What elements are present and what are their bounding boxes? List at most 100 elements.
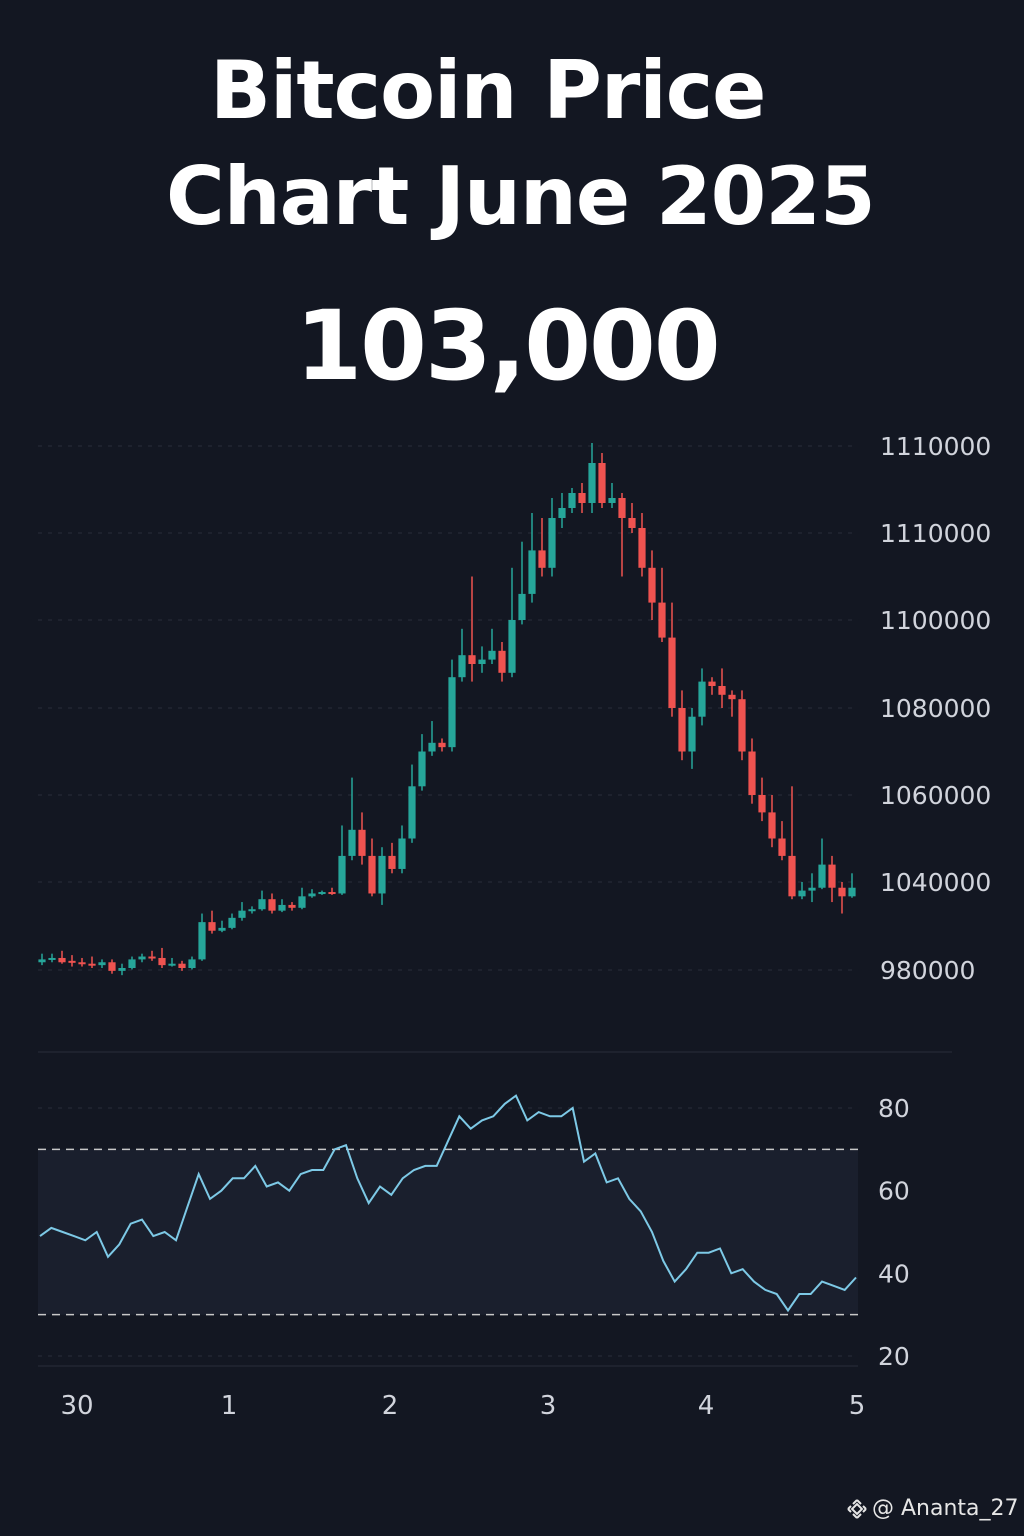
price-tick-label: 980000 xyxy=(880,956,975,985)
candle-body xyxy=(138,956,146,960)
candle xyxy=(108,959,116,974)
candle xyxy=(58,950,66,964)
candle-body xyxy=(628,518,636,528)
candle-body xyxy=(598,463,606,503)
candle-body xyxy=(218,927,226,931)
binance-logo-icon xyxy=(847,1498,867,1519)
price-tick-label: 1060000 xyxy=(880,781,991,810)
candle xyxy=(628,503,636,533)
candle-body xyxy=(768,812,776,839)
candle-body xyxy=(48,957,56,960)
candle xyxy=(508,567,516,678)
rsi-tick-label: 40 xyxy=(878,1259,910,1288)
candle xyxy=(658,567,666,642)
candle xyxy=(768,795,776,848)
watermark-handle: @ Ananta_27 xyxy=(872,1496,1019,1521)
candle xyxy=(78,957,86,967)
candle xyxy=(98,959,106,968)
watermark: @ Ananta_27 xyxy=(846,1496,1019,1521)
candle-body xyxy=(188,959,196,968)
candle xyxy=(348,777,356,861)
price-tick-label: 1110000 xyxy=(880,432,991,461)
candle xyxy=(518,541,526,625)
candle-body xyxy=(718,686,726,695)
candle-body xyxy=(238,910,246,918)
candle xyxy=(698,668,706,726)
price-grid xyxy=(38,445,858,971)
candle xyxy=(358,812,366,865)
candle-body xyxy=(708,681,716,686)
candle-body xyxy=(668,637,676,708)
candle xyxy=(638,513,646,577)
candle-body xyxy=(398,838,406,869)
candle xyxy=(228,913,236,930)
candle-body xyxy=(378,855,386,894)
candle xyxy=(338,825,346,895)
candle-body xyxy=(388,855,396,869)
candle xyxy=(728,690,736,717)
candle-body xyxy=(68,960,76,963)
candle xyxy=(238,902,246,921)
candle-body xyxy=(278,904,286,911)
time-tick-label: 3 xyxy=(540,1391,557,1421)
candle xyxy=(418,734,426,791)
candle-body xyxy=(248,909,256,912)
price-tick-label: 1080000 xyxy=(880,694,991,723)
candle xyxy=(808,873,816,903)
candle-body xyxy=(528,550,536,594)
candle xyxy=(398,825,406,874)
candle xyxy=(818,838,826,890)
candlestick-series xyxy=(38,443,856,976)
candle xyxy=(528,513,536,603)
rsi-tick-label: 60 xyxy=(878,1177,910,1206)
candle xyxy=(368,838,376,897)
candle-body xyxy=(518,593,526,620)
rsi-tick-label: 80 xyxy=(878,1094,910,1123)
candle-body xyxy=(798,890,806,897)
price-tick-label: 1040000 xyxy=(880,868,991,897)
candle-body xyxy=(848,887,856,897)
candle xyxy=(778,821,786,861)
candle xyxy=(598,453,606,508)
candle-body xyxy=(298,896,306,908)
candle xyxy=(328,887,336,895)
candle xyxy=(708,677,716,695)
candle-body xyxy=(808,887,816,891)
candle-body xyxy=(318,892,326,895)
candle xyxy=(548,498,556,577)
candle-body xyxy=(288,904,296,908)
candle xyxy=(268,893,276,914)
candle-body xyxy=(308,893,316,897)
candle xyxy=(798,882,806,900)
candle xyxy=(568,488,576,513)
candle-body xyxy=(158,957,166,966)
candle xyxy=(558,493,566,528)
candle-body xyxy=(658,602,666,638)
candle xyxy=(218,920,226,933)
candle xyxy=(128,956,136,970)
candle xyxy=(198,913,206,961)
rsi-band xyxy=(38,1149,858,1315)
candle xyxy=(668,602,676,717)
candle xyxy=(478,646,486,673)
candle-body xyxy=(408,786,416,839)
candle xyxy=(688,708,696,769)
candle xyxy=(538,518,546,577)
candle-body xyxy=(638,528,646,568)
candle-body xyxy=(458,655,466,678)
candle xyxy=(678,690,686,761)
candle xyxy=(608,483,616,508)
candle-body xyxy=(88,963,96,966)
candle-body xyxy=(838,887,846,897)
candle xyxy=(38,953,46,966)
candle-body xyxy=(778,838,786,856)
candle-body xyxy=(488,650,496,660)
candle-body xyxy=(818,864,826,888)
candle-body xyxy=(678,708,686,752)
candle xyxy=(408,764,416,843)
price-label: 103,000 xyxy=(295,290,720,402)
candle-body xyxy=(418,751,426,787)
candle xyxy=(278,899,286,913)
candle-body xyxy=(258,899,266,910)
